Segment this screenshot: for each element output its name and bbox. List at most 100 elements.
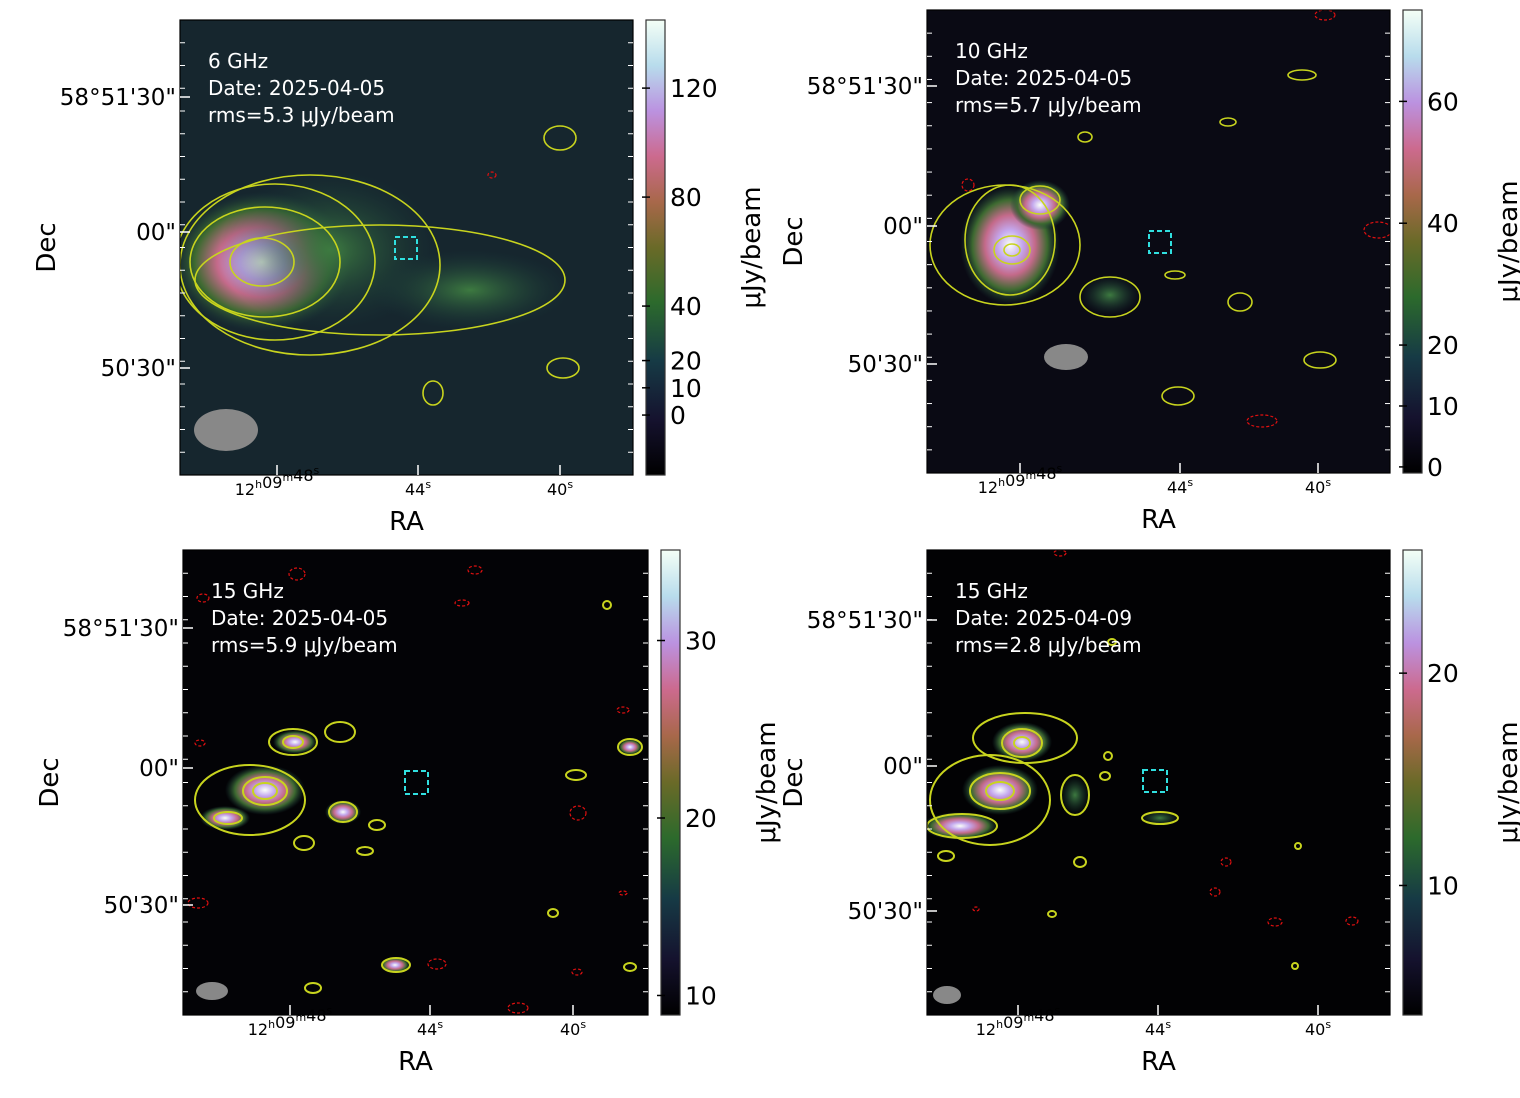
- ra-tick-label: 12h09m48s: [978, 462, 1063, 497]
- position-marker: [1142, 769, 1168, 793]
- contour: [929, 754, 1051, 846]
- dec-tick-label: 58°51'30": [807, 74, 923, 100]
- contour: [356, 846, 374, 856]
- ra-tick-label: 44s: [405, 478, 431, 499]
- contour: [1001, 728, 1043, 758]
- source-emission: [273, 730, 317, 754]
- colorbar-tick-label: 0: [1427, 453, 1443, 482]
- ra-tick-label: 12h09m48s: [248, 1004, 333, 1039]
- image: [927, 550, 1390, 1015]
- source-emission: [380, 957, 410, 973]
- dec-tick-label: 00": [136, 220, 176, 246]
- contour: [1060, 774, 1090, 816]
- negative-contour: [616, 706, 630, 714]
- beam-ellipse: [1044, 344, 1088, 370]
- beam-ellipse: [933, 986, 961, 1004]
- ra-tick-label: 40s: [560, 1018, 586, 1039]
- colorbar-label: μJy/beam: [752, 721, 782, 843]
- contour: [213, 811, 243, 825]
- dec-tick-label: 58°51'30": [60, 85, 176, 111]
- colorbar-tick-label: 0: [670, 401, 686, 430]
- colorbar-tick-label: 10: [685, 981, 717, 1010]
- source-emission: [1010, 180, 1070, 230]
- contour: [1013, 736, 1031, 750]
- contour: [189, 206, 341, 318]
- image: [183, 550, 648, 1015]
- negative-contour: [1220, 857, 1232, 867]
- contour: [1099, 771, 1111, 781]
- negative-contour: [427, 958, 447, 970]
- source-emission: [200, 806, 250, 830]
- x-axis-label: RA: [398, 1047, 433, 1077]
- negative-contour: [571, 968, 583, 976]
- negative-contour: [1267, 917, 1283, 927]
- contour: [1079, 276, 1141, 318]
- contour: [1073, 856, 1087, 868]
- negative-contour: [196, 593, 210, 603]
- source-emission: [618, 739, 642, 755]
- source-emission: [325, 800, 361, 824]
- negative-contour: [487, 171, 497, 179]
- contour: [985, 781, 1015, 801]
- negative-contour: [1053, 550, 1067, 557]
- colorbar-label: μJy/beam: [737, 186, 767, 308]
- annotation: rms=5.7 μJy/beam: [955, 93, 1142, 117]
- source-emission: [1060, 775, 1090, 815]
- contour: [282, 735, 304, 749]
- y-axis-label: Dec: [779, 216, 809, 266]
- contour: [1019, 185, 1061, 215]
- beam-ellipse: [196, 982, 228, 1000]
- annotation: Date: 2025-04-09: [955, 606, 1132, 630]
- dec-tick-label: 00": [883, 214, 923, 240]
- colorbar-tick-label: 30: [685, 627, 717, 656]
- source-emission: [1080, 275, 1140, 315]
- dec-tick-label: 50'30": [848, 899, 923, 925]
- annotation: 10 GHz: [955, 39, 1028, 63]
- contour: [1291, 962, 1299, 970]
- source-emission: [370, 250, 570, 330]
- source-emission: [927, 812, 998, 840]
- annotation: 6 GHz: [208, 49, 268, 73]
- contour: [1164, 270, 1186, 280]
- annotation: rms=2.8 μJy/beam: [955, 633, 1142, 657]
- negative-contour: [1209, 887, 1221, 897]
- contour: [602, 600, 612, 610]
- dec-tick-label: 58°51'30": [63, 616, 179, 642]
- contour: [252, 782, 278, 800]
- negative-contour: [569, 805, 587, 821]
- annotation: Date: 2025-04-05: [955, 66, 1132, 90]
- contour: [937, 850, 955, 862]
- negative-contour: [1314, 10, 1336, 21]
- panel-4: 15 GHz Date: 2025-04-09 rms=2.8 μJy/beam 58…: [779, 549, 1520, 1077]
- ra-tick-label: 40s: [1305, 1018, 1331, 1039]
- y-axis-label: Dec: [35, 757, 65, 807]
- contour: [1103, 751, 1113, 761]
- colorbar-label: μJy/beam: [1494, 180, 1520, 302]
- colorbar: [645, 19, 666, 476]
- contour: [543, 125, 577, 151]
- colorbar-tick-label: 40: [1427, 209, 1459, 238]
- contour: [1161, 386, 1195, 406]
- contour: [422, 380, 444, 406]
- colorbar-tick-label: 20: [1427, 331, 1459, 360]
- colorbar-label: μJy/beam: [1494, 721, 1520, 843]
- contour: [1141, 811, 1179, 825]
- colorbar: [1402, 9, 1423, 474]
- contour: [993, 235, 1031, 265]
- negative-contour: [507, 1002, 529, 1014]
- x-axis-label: RA: [389, 507, 424, 537]
- contour: [242, 776, 288, 806]
- contour: [623, 962, 637, 972]
- contour: [1227, 292, 1253, 312]
- dec-tick-label: 00": [139, 756, 179, 782]
- contour: [180, 183, 376, 341]
- negative-contour: [618, 890, 628, 896]
- contour: [268, 728, 318, 756]
- negative-contour: [1345, 916, 1359, 926]
- position-marker: [394, 236, 418, 260]
- contour: [927, 813, 998, 839]
- contour: [1287, 69, 1317, 81]
- dec-tick-label: 50'30": [101, 356, 176, 382]
- contour: [324, 721, 356, 743]
